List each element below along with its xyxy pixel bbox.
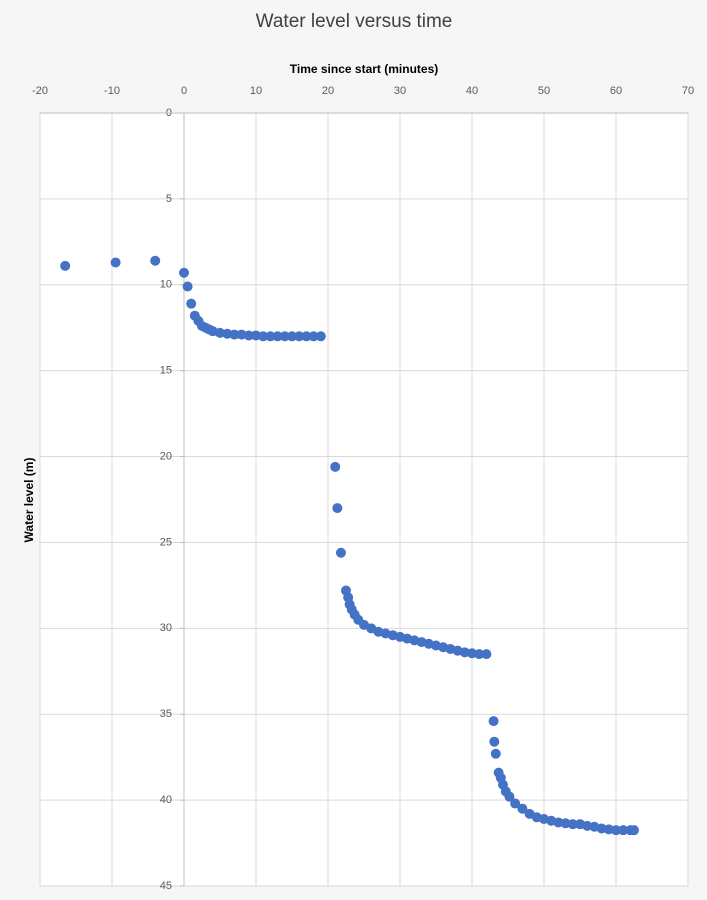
x-tick-label: 0 <box>181 85 187 97</box>
y-axis-title: Water level (m) <box>22 458 36 543</box>
data-point <box>481 649 492 660</box>
data-point <box>490 748 501 759</box>
data-point <box>510 798 521 809</box>
data-point <box>517 803 528 814</box>
data-point <box>179 267 189 278</box>
data-point <box>60 260 71 271</box>
data-point <box>287 331 297 342</box>
x-tick-label: 50 <box>538 85 550 97</box>
data-point <box>243 330 254 341</box>
x-tick-label: 10 <box>250 85 262 97</box>
data-point <box>265 331 276 342</box>
y-tick-label: 45 <box>160 880 172 892</box>
x-tick-label: -10 <box>104 85 120 97</box>
data-point <box>567 819 578 830</box>
y-tick-label: 15 <box>160 365 172 377</box>
data-point <box>332 503 343 514</box>
y-tick-label: 30 <box>160 622 172 634</box>
data-point <box>150 255 161 266</box>
data-point <box>315 331 326 342</box>
data-point <box>301 331 312 342</box>
plot-area <box>40 113 688 886</box>
y-tick-label: 35 <box>160 708 172 720</box>
y-tick-label: 5 <box>166 193 172 205</box>
data-point <box>611 825 621 836</box>
data-point <box>308 331 319 342</box>
data-point <box>182 281 193 292</box>
data-point <box>229 329 240 340</box>
data-point <box>294 331 305 342</box>
data-point <box>474 649 485 660</box>
x-tick-label: -20 <box>32 85 48 97</box>
y-tick-label: 40 <box>160 794 172 806</box>
x-tick-label: 60 <box>610 85 622 97</box>
x-tick-label: 70 <box>682 85 694 97</box>
data-point <box>186 298 197 309</box>
data-point <box>489 736 500 747</box>
data-point <box>629 825 639 836</box>
data-point <box>335 547 346 558</box>
y-tick-label: 25 <box>160 536 172 548</box>
data-point <box>618 825 629 836</box>
data-point <box>488 716 499 727</box>
data-point <box>330 461 341 472</box>
x-tick-label: 20 <box>322 85 334 97</box>
x-axis-title: Time since start (minutes) <box>290 62 439 76</box>
y-tick-label: 20 <box>160 450 172 462</box>
x-tick-label: 30 <box>394 85 406 97</box>
data-point <box>272 331 283 342</box>
data-point <box>110 257 121 268</box>
data-point <box>504 791 515 802</box>
chart-title: Water level versus time <box>256 11 453 32</box>
x-tick-label: 40 <box>466 85 478 97</box>
data-point <box>258 331 269 342</box>
y-tick-label: 10 <box>160 279 172 291</box>
data-point <box>279 331 290 342</box>
